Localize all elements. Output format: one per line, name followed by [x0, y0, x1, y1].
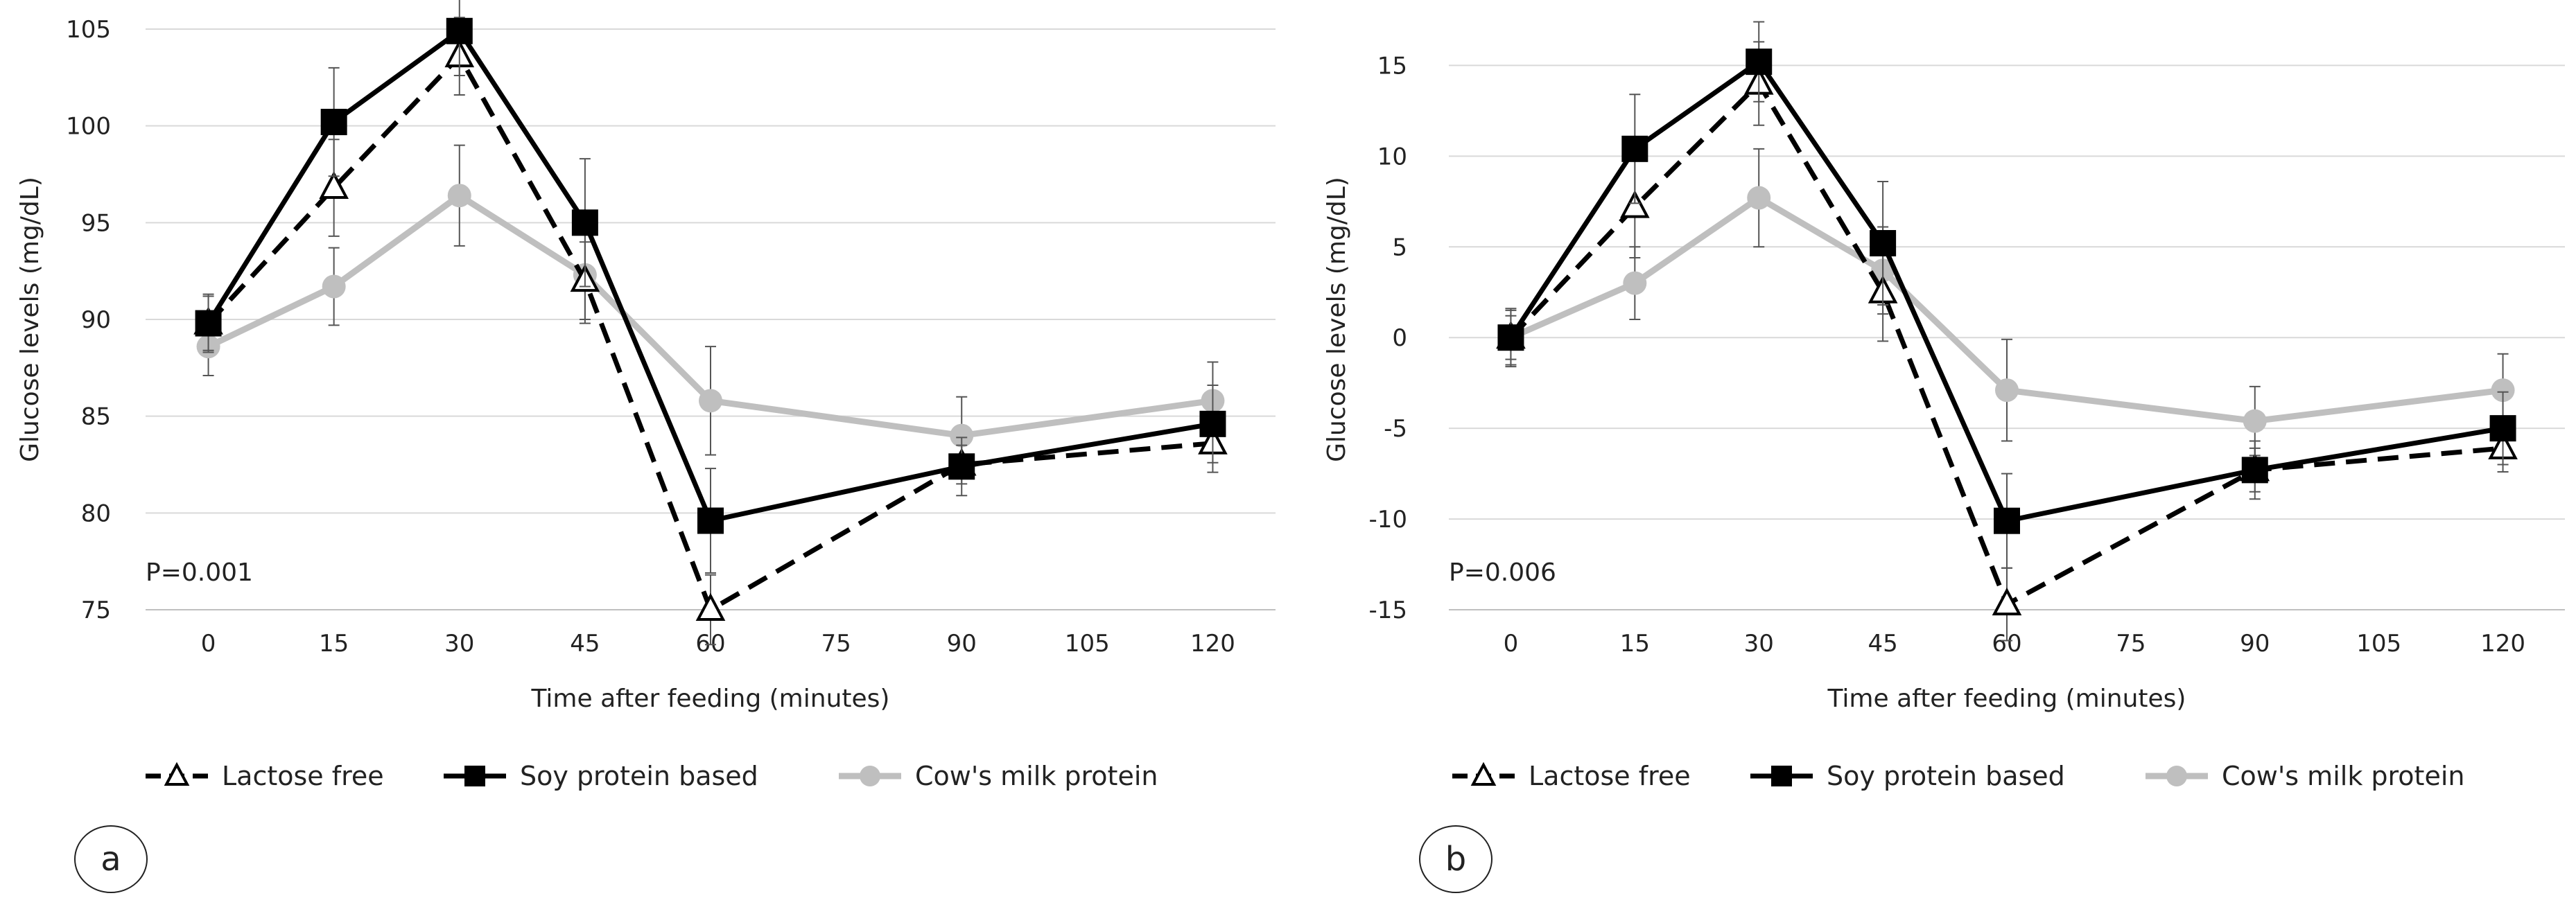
y-axis-title: Glucose levels (mg/dL) — [16, 177, 44, 462]
data-point-square — [446, 17, 473, 44]
data-point-circle — [699, 389, 722, 413]
y-tick-label: 10 — [1377, 143, 1407, 170]
x-tick-label: 75 — [2116, 630, 2146, 658]
legend-triangle — [1470, 761, 1497, 786]
panel-label: b — [1445, 840, 1466, 879]
legend-label: Lactose free — [1529, 761, 1691, 791]
legend-label: Soy protein based — [520, 761, 758, 791]
y-tick-label: 100 — [66, 113, 111, 141]
data-point-circle — [950, 423, 974, 448]
x-tick-label: 30 — [1744, 630, 1774, 658]
data-point-square — [1199, 410, 1226, 437]
data-point-square — [1497, 324, 1524, 351]
p-value-annotation: P=0.006 — [1449, 558, 1556, 587]
x-tick-label: 105 — [1065, 630, 1110, 658]
data-point-square — [2241, 457, 2268, 484]
x-axis-title: Time after feeding (minutes) — [1827, 685, 2186, 713]
data-point-square — [195, 310, 222, 337]
data-point-circle — [322, 274, 346, 299]
x-tick-label: 45 — [570, 630, 600, 658]
y-tick-label: 95 — [81, 209, 111, 237]
data-point-circle — [2243, 409, 2267, 433]
panel-label: a — [101, 840, 121, 879]
data-point-triangle — [1620, 190, 1650, 218]
x-tick-label: 120 — [2480, 630, 2525, 658]
y-tick-label: 105 — [66, 16, 111, 44]
data-point-circle — [447, 184, 471, 208]
legend-label: Cow's milk protein — [2222, 761, 2464, 791]
legend-square — [464, 766, 485, 786]
data-point-circle — [2491, 378, 2515, 403]
data-point-square — [571, 209, 598, 236]
data-point-circle — [1995, 378, 2019, 403]
data-point-square — [1621, 135, 1648, 162]
legend-circle — [860, 766, 880, 786]
y-tick-label: -5 — [1384, 415, 1407, 443]
x-tick-label: 105 — [2356, 630, 2401, 658]
legend-circle — [2166, 766, 2187, 786]
x-tick-label: 15 — [319, 630, 349, 658]
data-point-square — [697, 507, 724, 534]
y-tick-label: 85 — [81, 403, 111, 431]
data-point-triangle — [695, 592, 726, 621]
data-point-square — [1994, 507, 2020, 534]
data-point-triangle — [319, 170, 349, 200]
y-tick-label: 75 — [81, 597, 111, 624]
y-tick-label: 5 — [1392, 234, 1407, 261]
data-point-triangle — [1992, 587, 2022, 616]
data-point-circle — [1623, 271, 1647, 295]
x-tick-label: 120 — [1190, 630, 1235, 658]
x-tick-label: 0 — [201, 630, 216, 658]
legend-square — [1771, 766, 1792, 786]
legend-label: Soy protein based — [1827, 761, 2065, 791]
x-tick-label: 90 — [947, 630, 977, 658]
data-point-square — [1746, 49, 1773, 76]
x-tick-label: 15 — [1620, 630, 1650, 658]
y-tick-label: 15 — [1377, 52, 1407, 80]
x-axis-title: Time after feeding (minutes) — [531, 685, 890, 713]
legend-triangle — [164, 761, 190, 786]
x-tick-label: 0 — [1504, 630, 1519, 658]
legend-label: Cow's milk protein — [915, 761, 1158, 791]
x-tick-label: 90 — [2240, 630, 2270, 658]
data-point-circle — [1747, 186, 1771, 210]
data-point-square — [948, 453, 975, 480]
y-tick-label: 80 — [81, 500, 111, 527]
data-point-square — [1870, 230, 1897, 257]
data-point-square — [320, 109, 347, 136]
panel-label-circle — [1419, 825, 1492, 893]
y-axis-title: Glucose levels (mg/dL) — [1323, 177, 1351, 462]
panel-label-circle — [74, 825, 148, 893]
y-tick-label: -15 — [1368, 597, 1407, 624]
y-tick-label: 0 — [1392, 324, 1407, 352]
y-tick-label: -10 — [1368, 506, 1407, 534]
x-tick-label: 45 — [1868, 630, 1897, 658]
x-tick-label: 30 — [444, 630, 474, 658]
x-tick-label: 75 — [821, 630, 851, 658]
data-point-square — [2489, 415, 2516, 442]
legend-label: Lactose free — [222, 761, 384, 791]
series-line — [1508, 58, 2504, 524]
y-tick-label: 90 — [81, 306, 111, 334]
p-value-annotation: P=0.001 — [146, 558, 253, 587]
